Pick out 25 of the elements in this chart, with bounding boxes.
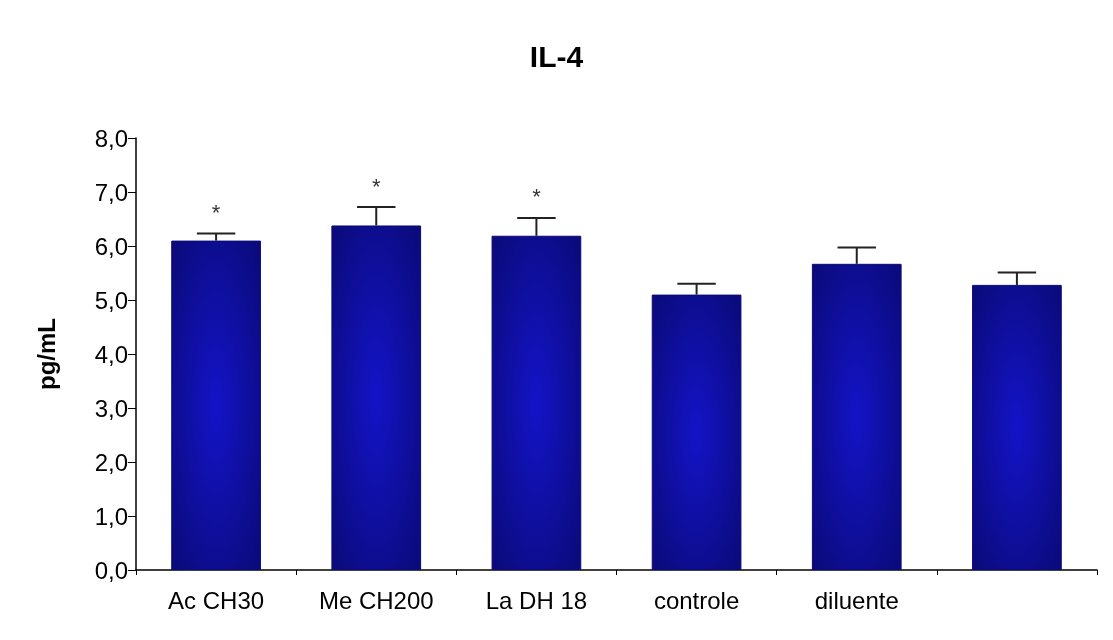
y-tick-label: 4,0 (94, 340, 128, 368)
bar (972, 284, 1062, 570)
x-tick-label: Ac CH30 (168, 586, 265, 614)
y-tick-label: 5,0 (94, 286, 128, 314)
bar (651, 294, 742, 570)
annotation: * (211, 200, 221, 226)
annotation: * (371, 173, 381, 199)
chart-title: IL-4 (529, 39, 584, 73)
y-tick-label: 1,0 (94, 502, 128, 530)
bar (811, 263, 902, 570)
y-tick-label: 6,0 (94, 232, 128, 260)
y-tick-label: 3,0 (94, 394, 128, 422)
x-tick-label: controle (653, 586, 740, 614)
x-tick-label: Me CH200 (318, 586, 434, 614)
bar (171, 240, 261, 570)
y-tick-label: 8,0 (94, 124, 128, 152)
x-tick-label: diluente (814, 586, 899, 614)
y-tick-label: 7,0 (94, 178, 128, 206)
bar (331, 225, 422, 570)
y-tick-label: 2,0 (94, 448, 128, 476)
annotation: * (532, 184, 542, 210)
y-axis-title: pg/mL (32, 318, 60, 390)
x-tick-label: La DH 18 (485, 586, 588, 614)
bar (491, 235, 582, 570)
y-tick-label: 0,0 (94, 556, 128, 584)
